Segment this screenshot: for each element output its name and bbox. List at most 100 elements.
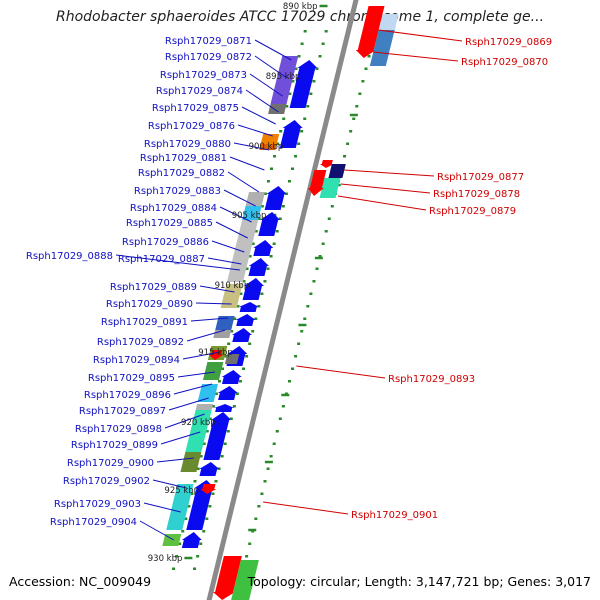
gene-arrow-forward bbox=[221, 370, 242, 384]
leader-line-left bbox=[219, 206, 252, 223]
track-dots-left-outer bbox=[211, 405, 215, 408]
gene-arrow-forward bbox=[235, 314, 256, 326]
gene-label-left: Rsph17029_0876 bbox=[148, 121, 235, 132]
track-dots-left-inner bbox=[315, 67, 319, 70]
track-dots-left-inner bbox=[238, 380, 242, 383]
track-dots-left-inner bbox=[229, 417, 233, 420]
gene-block bbox=[319, 178, 341, 198]
ruler-label: 925 kbp bbox=[164, 486, 199, 496]
right-gene-labels: Rsph17029_0869 Rsph17029_0870 Rsph17029_08… bbox=[351, 37, 552, 521]
gene-label-left: Rsph17029_0873 bbox=[160, 70, 247, 81]
gene-arrow-reverse bbox=[307, 170, 327, 196]
ruler-labels: 890 kbp 895 kbp 900 kbp 905 kbp 910 kbp 915 k… bbox=[148, 2, 318, 564]
track-dots-left-outer bbox=[254, 230, 258, 233]
track-dots-left-inner bbox=[297, 142, 301, 145]
gene-label-left: Rsph17029_0891 bbox=[101, 317, 188, 328]
leader-line-right bbox=[378, 29, 463, 42]
track-dots-right bbox=[260, 492, 264, 495]
gene-label-left: Rsph17029_0880 bbox=[144, 139, 231, 150]
label-leader-lines bbox=[115, 29, 463, 541]
gene-arrow-forward bbox=[242, 278, 264, 300]
track-dots-left-inner bbox=[300, 130, 304, 133]
track-dots-left-outer bbox=[175, 555, 179, 558]
track-dots-left-inner bbox=[242, 367, 246, 370]
track-dots-right bbox=[361, 80, 365, 83]
gene-label-left: Rsph17029_0888 bbox=[26, 251, 113, 262]
gene-features bbox=[162, 6, 399, 600]
track-dots-left-inner bbox=[306, 105, 310, 108]
track-dots-left-inner bbox=[266, 267, 270, 270]
gene-block bbox=[162, 534, 182, 546]
track-dots-left-inner bbox=[284, 192, 288, 195]
track-dots-right bbox=[287, 380, 291, 383]
track-dots-left-outer bbox=[291, 80, 295, 83]
track-dots-right bbox=[355, 105, 359, 108]
gene-arrow-forward bbox=[203, 412, 232, 460]
track-dots-left-outer bbox=[279, 130, 283, 133]
track-dots-left-outer bbox=[224, 355, 228, 358]
gene-label-left: Rsph17029_0886 bbox=[122, 237, 209, 248]
track-dots-left-inner bbox=[269, 255, 273, 258]
track-dots-left-outer bbox=[276, 142, 280, 145]
gene-label-left: Rsph17029_0902 bbox=[63, 476, 150, 487]
leader-line-left bbox=[156, 457, 194, 463]
gene-label-left: Rsph17029_0898 bbox=[75, 424, 162, 435]
ruler-label: 930 kbp bbox=[148, 554, 183, 564]
track-dots-right bbox=[291, 367, 295, 370]
track-dots-left-inner bbox=[248, 342, 252, 345]
track-dots-right bbox=[269, 455, 273, 458]
leader-line-left bbox=[211, 240, 245, 253]
gene-label-right: Rsph17029_0869 bbox=[465, 37, 552, 48]
leader-line-left bbox=[168, 397, 209, 411]
ruler-label: 905 kbp bbox=[232, 211, 267, 221]
track-dots-left-outer bbox=[205, 430, 209, 433]
track-dots-left-outer bbox=[199, 455, 203, 458]
track-dots-left-inner bbox=[205, 517, 209, 520]
gene-label-left: Rsph17029_0895 bbox=[88, 373, 175, 384]
track-dots-right bbox=[266, 467, 270, 470]
track-dots-left-outer bbox=[236, 305, 240, 308]
gene-label-left: Rsph17029_0903 bbox=[54, 499, 141, 510]
leader-line-left bbox=[241, 106, 276, 125]
track-dots-left-outer bbox=[181, 530, 185, 533]
gene-block bbox=[195, 404, 214, 410]
track-dots-left-outer bbox=[172, 567, 176, 570]
gene-label-right: Rsph17029_0893 bbox=[388, 374, 475, 385]
gene-block bbox=[180, 452, 202, 472]
leader-line-left bbox=[160, 431, 201, 445]
track-dots-left-inner bbox=[254, 317, 258, 320]
track-dots-right bbox=[327, 217, 331, 220]
track-dots-left-inner bbox=[272, 242, 276, 245]
track-dots-right bbox=[309, 292, 313, 295]
track-dots-left-outer bbox=[300, 42, 304, 45]
track-dots-right bbox=[364, 67, 368, 70]
track-dots-left-outer bbox=[282, 117, 286, 120]
gene-label-left: Rsph17029_0875 bbox=[152, 103, 239, 114]
gene-label-left: Rsph17029_0885 bbox=[126, 218, 213, 229]
gene-block bbox=[166, 484, 194, 530]
gene-block bbox=[245, 192, 265, 206]
track-dots-right bbox=[281, 405, 285, 408]
leader-line-right bbox=[337, 195, 427, 211]
gene-arrow-forward bbox=[248, 258, 269, 276]
gene-block bbox=[224, 354, 240, 364]
track-dots-right bbox=[352, 117, 356, 120]
feature-track-dots bbox=[172, 30, 377, 570]
backbone-line bbox=[206, 0, 359, 600]
gene-label-left: Rsph17029_0889 bbox=[110, 282, 197, 293]
track-dots-right bbox=[343, 155, 347, 158]
backbone bbox=[206, 0, 359, 600]
gene-arrow-forward bbox=[264, 186, 287, 210]
ruler-label: 910 kbp bbox=[215, 281, 250, 291]
leader-line-left bbox=[115, 254, 240, 271]
leader-line-left bbox=[177, 371, 216, 378]
leader-line-right bbox=[263, 501, 349, 515]
gene-arrow-reverse bbox=[355, 6, 385, 58]
track-dots-right bbox=[318, 255, 322, 258]
track-dots-left-outer bbox=[221, 367, 225, 370]
gene-label-left: Rsph17029_0884 bbox=[130, 203, 217, 214]
track-dots-left-inner bbox=[294, 155, 298, 158]
gene-arrow-forward bbox=[238, 302, 259, 312]
leader-line-right bbox=[296, 365, 386, 379]
